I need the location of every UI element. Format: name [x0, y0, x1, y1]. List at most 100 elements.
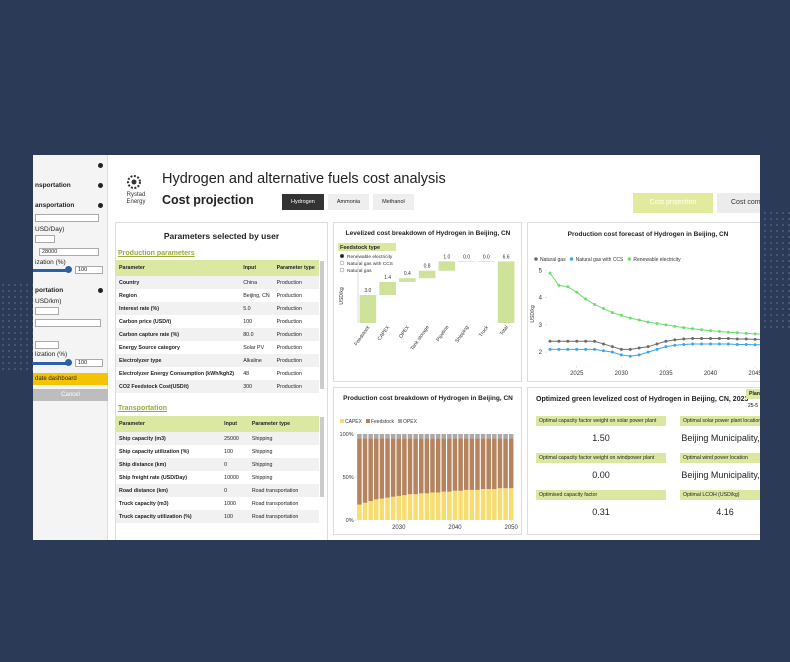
point	[744, 342, 748, 346]
scrollbar[interactable]	[320, 417, 324, 497]
legend-marker	[365, 419, 370, 423]
point	[691, 342, 695, 346]
point	[619, 313, 623, 317]
input[interactable]	[35, 235, 55, 243]
point	[584, 347, 588, 351]
point	[602, 342, 605, 346]
section-label[interactable]: ansportation	[35, 202, 75, 209]
legend-label: OPEX	[403, 419, 418, 425]
column-header: Input	[221, 416, 249, 432]
table-row: Electrolyzer type Alkaline Production	[116, 354, 319, 367]
bar-segment	[362, 438, 368, 503]
radio[interactable]	[339, 267, 345, 273]
bar-segment	[492, 489, 497, 520]
tab[interactable]: Ammonia	[327, 194, 370, 210]
bar-segment	[503, 434, 508, 439]
input[interactable]: 100	[75, 359, 103, 367]
slider-handle[interactable]	[65, 266, 72, 273]
bar-segment	[385, 497, 390, 520]
radio[interactable]	[339, 253, 345, 259]
info-icon[interactable]	[98, 183, 103, 188]
point	[593, 302, 597, 306]
point	[717, 329, 721, 333]
card-label: Optimal solar power plant location	[680, 416, 760, 426]
table-row: Electrolyzer Energy Consumption (kWh/kgh…	[116, 367, 319, 380]
input[interactable]	[35, 307, 59, 315]
point	[619, 353, 623, 357]
tab-button[interactable]: Cost projection	[633, 193, 713, 213]
bar-segment	[486, 489, 491, 520]
legend-label: Feedstock	[371, 419, 395, 425]
point	[673, 343, 677, 347]
bar-segment	[469, 489, 475, 520]
x-tick-label: 2025	[570, 371, 584, 377]
slider[interactable]	[33, 362, 69, 365]
info-icon[interactable]	[98, 163, 103, 168]
table-cell: Production	[276, 292, 302, 299]
point	[655, 322, 659, 326]
bar-segment	[407, 494, 413, 520]
point	[744, 331, 748, 335]
dropdown[interactable]	[35, 319, 101, 327]
table-cell: Ship freight rate (USD/Day)	[119, 474, 187, 481]
tab[interactable]: Hydrogen	[282, 194, 324, 210]
page-title: Cost projection	[162, 193, 254, 207]
point	[646, 350, 650, 354]
table-cell: Production	[276, 318, 302, 325]
point	[548, 339, 552, 343]
point	[637, 353, 641, 357]
table-cell: Road transportation	[251, 500, 299, 507]
x-tick-label: 2045	[748, 371, 760, 377]
section-label[interactable]: nsportation	[35, 182, 71, 189]
table-cell: Region	[119, 292, 137, 299]
column-header: Parameter	[116, 260, 241, 276]
slider[interactable]	[33, 269, 69, 272]
bar-segment	[407, 438, 413, 495]
tab-bar: Hydrogen Ammonia Methanol	[282, 194, 414, 210]
bar-segment	[418, 438, 424, 494]
bar-segment	[413, 434, 418, 439]
input[interactable]	[35, 341, 59, 349]
bar-segment	[480, 438, 486, 490]
bar-segment	[492, 434, 497, 439]
bar-segment	[452, 438, 458, 491]
bar-segment	[452, 490, 458, 520]
value-label: 1.0	[443, 254, 450, 260]
table-cell: Shipping	[248, 432, 319, 445]
table-cell: CO2 Feedstock Cost(USD/t)	[116, 380, 241, 393]
bar	[478, 261, 495, 262]
bar-segment	[492, 438, 497, 490]
section-label[interactable]: portation	[35, 287, 64, 294]
update-button[interactable]: date dashboard	[33, 373, 108, 385]
bar-segment	[379, 434, 385, 439]
slider-handle[interactable]	[65, 359, 72, 366]
chart: Production cost forecast of Hydrogen in …	[530, 231, 760, 377]
bar-segment	[374, 499, 379, 520]
tab[interactable]: Methanol	[373, 194, 414, 210]
table-cell: Electrolyzer type	[116, 354, 241, 367]
bar-segment	[447, 438, 452, 492]
point	[575, 347, 579, 351]
input[interactable]: 100	[75, 266, 103, 274]
radio[interactable]	[339, 260, 345, 266]
line	[549, 272, 760, 335]
info-icon[interactable]	[98, 288, 103, 293]
table-row: Ship freight rate (USD/Day) 10000 Shipping	[116, 471, 319, 484]
table-cell: Interest rate (%)	[116, 302, 241, 315]
point	[628, 354, 632, 358]
bar	[458, 261, 475, 262]
table-cell: Shipping	[251, 448, 273, 455]
bar-segment	[390, 434, 396, 439]
scrollbar[interactable]	[320, 261, 324, 389]
tab-button[interactable]: Cost com	[717, 193, 760, 213]
point	[602, 307, 605, 311]
input[interactable]	[35, 214, 99, 222]
point	[602, 349, 605, 353]
cancel-button[interactable]: Cancel	[33, 389, 108, 401]
table-row: Interest rate (%) 5.0 Production	[116, 302, 319, 315]
input[interactable]: 28000	[39, 248, 99, 256]
info-icon[interactable]	[98, 203, 103, 208]
field-label: ization (%)	[35, 259, 66, 266]
x-tick-label: 2030	[392, 525, 406, 531]
